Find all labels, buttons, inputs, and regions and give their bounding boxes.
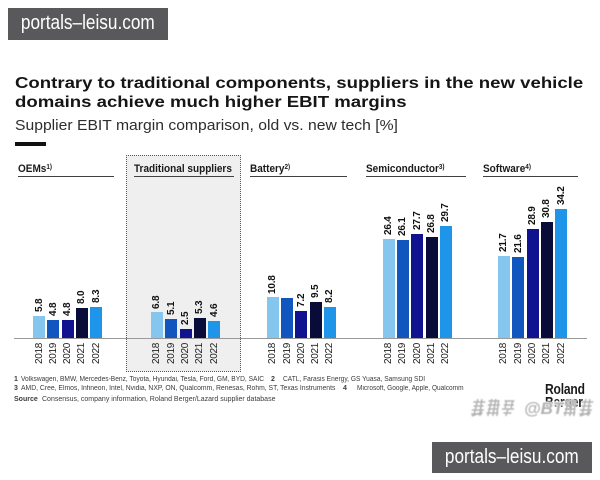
svg-text:@BT: @BT xyxy=(524,399,565,418)
